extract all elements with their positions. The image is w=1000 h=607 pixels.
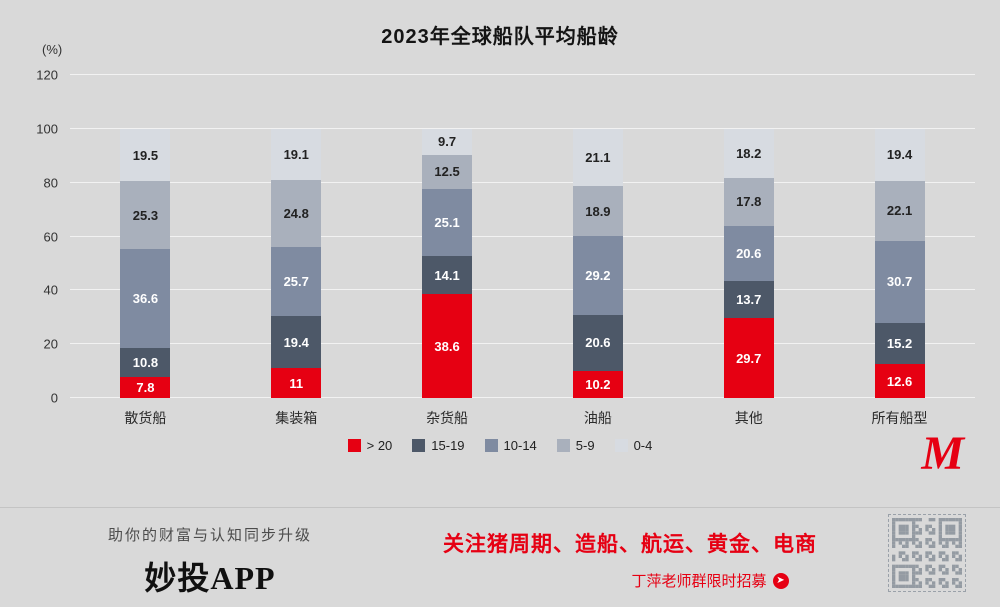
bar-segment: 25.7 bbox=[271, 247, 322, 317]
y-axis-tick-label: 80 bbox=[43, 175, 58, 191]
stacked-bar: 9.7 12.5 25.1 14.1 38.6 bbox=[422, 128, 473, 398]
y-axis-tick-label: 0 bbox=[50, 390, 58, 406]
legend-label: 10-14 bbox=[503, 438, 537, 453]
bar-segment: 21.1 bbox=[572, 128, 623, 186]
legend-label: 5-9 bbox=[575, 438, 595, 453]
stacked-bar: 21.1 18.9 29.2 20.6 10.2 bbox=[572, 128, 623, 398]
arrow-right-icon: ➤ bbox=[772, 572, 789, 589]
footer-headline: 关注猪周期、造船、航运、黄金、电商 bbox=[443, 533, 817, 556]
bar-segment: 20.6 bbox=[572, 315, 623, 371]
legend-swatch bbox=[412, 439, 426, 452]
bar-segment: 18.2 bbox=[723, 128, 774, 178]
bar-segment: 14.1 bbox=[422, 256, 473, 295]
y-axis-tick-label: 120 bbox=[36, 67, 58, 83]
legend-item: 5-9 bbox=[556, 438, 595, 453]
legend-swatch bbox=[484, 439, 498, 452]
bar-segment: 30.7 bbox=[874, 240, 925, 324]
footer-cta: 丁萍老师群限时招募 ➤ bbox=[560, 570, 860, 591]
bar-segment: 12.6 bbox=[874, 364, 925, 398]
bar-group: 18.2 17.8 20.6 13.7 29.7 其他 bbox=[673, 75, 824, 426]
legend-swatch bbox=[556, 439, 570, 452]
gridline bbox=[70, 181, 975, 183]
bar-segment: 24.8 bbox=[271, 180, 322, 247]
legend-item: 15-19 bbox=[412, 438, 465, 453]
y-axis-unit-label: (%) bbox=[42, 42, 63, 57]
bar-group: 19.1 24.8 25.7 19.4 11 集装箱 bbox=[221, 75, 372, 426]
bar-segment: 20.6 bbox=[723, 225, 774, 282]
gridline bbox=[70, 235, 975, 237]
bar-segment: 19.5 bbox=[120, 128, 171, 182]
qr-code bbox=[888, 514, 966, 592]
legend-swatch bbox=[614, 439, 628, 452]
bar-segment: 18.9 bbox=[572, 185, 623, 237]
gridline bbox=[70, 127, 975, 129]
gridline bbox=[70, 289, 975, 291]
bar-segment: 12.5 bbox=[422, 154, 473, 189]
legend-label: 15-19 bbox=[431, 438, 465, 453]
x-axis-category-label: 所有船型 bbox=[871, 410, 928, 426]
bar-segment: 38.6 bbox=[422, 294, 473, 398]
y-axis-tick-label: 60 bbox=[43, 229, 58, 244]
bar-segment: 9.7 bbox=[422, 128, 473, 155]
y-axis-tick-label: 100 bbox=[36, 121, 58, 137]
gridline bbox=[70, 343, 975, 345]
bars-layer: 19.5 25.3 36.6 10.8 7.8 散货船 19.1 24.8 25.7 19.4 11… bbox=[70, 75, 975, 426]
gridline bbox=[70, 397, 975, 398]
footer-brand-name: 妙投APP bbox=[144, 560, 276, 596]
stacked-bar: 18.2 17.8 20.6 13.7 29.7 bbox=[723, 128, 774, 398]
footer-cta-text: 丁萍老师群限时招募 bbox=[631, 573, 767, 590]
bar-segment: 29.7 bbox=[723, 318, 774, 398]
bar-segment: 22.1 bbox=[874, 181, 925, 241]
bar-segment: 19.4 bbox=[271, 316, 322, 369]
chart-title: 2023年全球船队平均船龄 bbox=[381, 26, 619, 48]
bar-segment: 10.2 bbox=[572, 370, 623, 398]
bar-group: 21.1 18.9 29.2 20.6 10.2 油船 bbox=[522, 75, 673, 426]
bar-segment: 7.8 bbox=[120, 376, 171, 398]
legend-item: 10-14 bbox=[484, 438, 537, 453]
x-axis-category-label: 其他 bbox=[734, 410, 763, 426]
x-axis-category-label: 油船 bbox=[583, 410, 612, 426]
bar-segment: 11 bbox=[271, 368, 322, 398]
bar-segment: 29.2 bbox=[572, 236, 623, 316]
bar-group: 19.4 22.1 30.7 15.2 12.6 所有船型 bbox=[824, 75, 975, 426]
brand-m-logo-icon: M bbox=[921, 427, 964, 480]
stacked-bar: 19.5 25.3 36.6 10.8 7.8 bbox=[120, 128, 171, 398]
legend-item: > 20 bbox=[347, 438, 393, 453]
bar-segment: 15.2 bbox=[874, 323, 925, 365]
y-axis-tick-label: 20 bbox=[43, 336, 58, 352]
bar-segment: 19.4 bbox=[874, 128, 925, 182]
legend-item: 0-4 bbox=[614, 438, 653, 453]
legend-label: 0-4 bbox=[633, 438, 653, 453]
x-axis-category-label: 散货船 bbox=[124, 410, 167, 426]
bar-segment: 17.8 bbox=[723, 177, 774, 226]
bar-segment: 36.6 bbox=[120, 249, 171, 348]
legend-swatch bbox=[347, 439, 361, 452]
legend-label: > 20 bbox=[366, 438, 393, 453]
stacked-bar: 19.1 24.8 25.7 19.4 11 bbox=[271, 128, 322, 398]
chart-area: 0 20 40 60 80 100 120 19.5 25.3 36.6 10.8 7.8 散货船 19… bbox=[36, 68, 975, 426]
gridline bbox=[70, 74, 975, 75]
footer-divider bbox=[0, 507, 1000, 508]
bar-segment: 25.3 bbox=[120, 181, 171, 250]
x-axis-category-label: 集装箱 bbox=[275, 410, 318, 426]
bar-group: 19.5 25.3 36.6 10.8 7.8 散货船 bbox=[70, 75, 221, 426]
bar-segment: 25.1 bbox=[422, 188, 473, 257]
bar-segment: 19.1 bbox=[271, 128, 322, 181]
footer-tagline: 助你的财富与认知同步升级 bbox=[107, 527, 312, 544]
legend: > 20 15-19 10-14 5-9 0-4 bbox=[0, 438, 1000, 453]
bar-segment: 13.7 bbox=[723, 281, 774, 319]
bar-group: 9.7 12.5 25.1 14.1 38.6 杂货船 bbox=[372, 75, 523, 426]
x-axis-category-label: 杂货船 bbox=[426, 410, 469, 426]
y-axis-tick-label: 40 bbox=[43, 282, 58, 298]
stacked-bar: 19.4 22.1 30.7 15.2 12.6 bbox=[874, 128, 925, 398]
footer-left-block: 助你的财富与认知同步升级 妙投APP bbox=[55, 524, 365, 599]
bar-segment: 10.8 bbox=[120, 347, 171, 377]
